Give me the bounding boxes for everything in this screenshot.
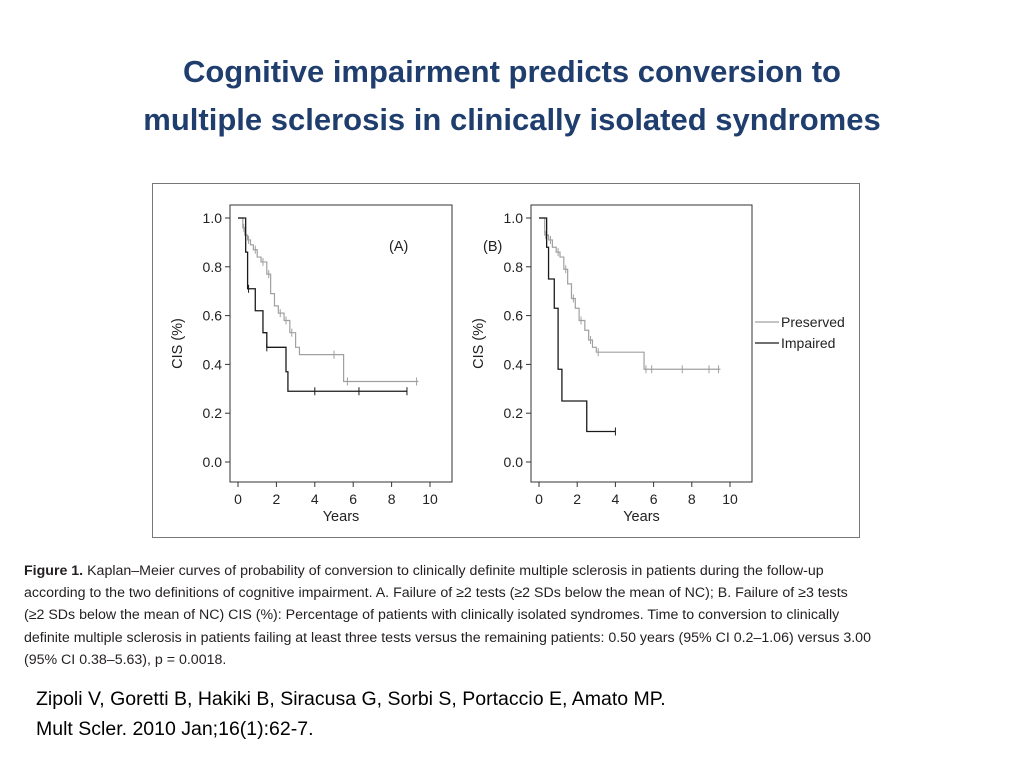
caption-label: Figure 1. <box>24 563 84 579</box>
citation-authors: Zipoli V, Goretti B, Hakiki B, Siracusa … <box>36 688 666 710</box>
legend-label-preserved: Preserved <box>781 314 845 330</box>
panel-a-y-tick-label: 0.0 <box>203 454 223 470</box>
panel-b-x-tick-label: 4 <box>612 491 620 507</box>
panel-a-x-tick-label: 8 <box>388 491 396 507</box>
panel-a-x-tick-label: 0 <box>234 491 242 507</box>
panel-b-x-tick-label: 6 <box>650 491 658 507</box>
panel-a-y-tick-label: 0.8 <box>203 259 223 275</box>
figure-frame: 0.0 0.2 0.4 0.6 0.8 1.0 0 2 4 6 8 10 Years CIS (%) (A)… <box>152 183 860 538</box>
panel-b-x-tick-label: 0 <box>535 491 543 507</box>
slide-title: Cognitive impairment predicts conversion… <box>0 48 1024 144</box>
panel-b-series-impaired-line <box>539 217 616 433</box>
panel-a-x-tick-label: 6 <box>349 491 357 507</box>
panel-a-series-impaired-line <box>238 217 407 392</box>
caption-line-3: (≥2 SDs below the mean of NC) CIS (%): P… <box>24 607 840 624</box>
panel-a-x-tick-label: 2 <box>273 491 281 507</box>
panel-b-y-tick-label: 0.0 <box>504 454 524 470</box>
panel-b-y-tick-label: 0.8 <box>504 259 524 275</box>
slide-title-line-1: Cognitive impairment predicts conversion… <box>182 54 841 89</box>
panel-a-y-tick-label: 0.6 <box>203 308 223 324</box>
caption-line-5: (95% CI 0.38–5.63), p = 0.0018. <box>24 651 227 668</box>
panel-b-y-axis-label: CIS (%) <box>471 318 487 369</box>
panel-b-x-axis-label: Years <box>623 509 660 525</box>
slide-title-line-2: multiple sclerosis in clinically isolate… <box>143 102 881 137</box>
kaplan-meier-figure: 0.0 0.2 0.4 0.6 0.8 1.0 0 2 4 6 8 10 Years CIS (%) (A)… <box>170 204 845 525</box>
panel-b-y-tick-label: 0.4 <box>504 356 524 372</box>
panel-b-label: (B) <box>483 239 502 255</box>
panel-b-y-tick-label: 0.2 <box>504 405 524 421</box>
panel-b-y-tick-label: 0.6 <box>504 308 524 324</box>
caption-line-4: definite multiple sclerosis in patients … <box>24 629 871 646</box>
panel-a-x-tick-label: 10 <box>422 491 438 507</box>
panel-a-y-tick-label: 0.2 <box>203 405 223 421</box>
panel-b-plot-frame <box>530 204 753 483</box>
panel-a-y-tick-label: 0.4 <box>203 356 223 372</box>
caption-line-1: Kaplan–Meier curves of probability of co… <box>87 563 824 579</box>
panel-b-series-preserved-line <box>539 217 721 370</box>
panel-a-x-axis-label: Years <box>323 509 360 525</box>
figure-caption: Figure 1. Kaplan–Meier curves of probabi… <box>24 560 992 671</box>
citation-journal: Mult Scler. 2010 Jan;16(1):62-7. <box>36 718 314 740</box>
panel-b-y-tick-label: 1.0 <box>504 210 524 226</box>
panel-a-plot-frame <box>229 204 453 483</box>
citation: Zipoli V, Goretti B, Hakiki B, Siracusa … <box>36 684 666 744</box>
panel-b-x-tick-label: 8 <box>688 491 696 507</box>
panel-a-label: (A) <box>389 239 408 255</box>
caption-line-2: according to the two definitions of cogn… <box>24 585 848 602</box>
panel-a-y-tick-label: 1.0 <box>203 210 223 226</box>
panel-a-y-axis-label: CIS (%) <box>170 318 186 369</box>
panel-b-x-tick-label: 2 <box>573 491 581 507</box>
panel-a-x-tick-label: 4 <box>311 491 319 507</box>
panel-b-x-tick-label: 10 <box>722 491 738 507</box>
legend-label-impaired: Impaired <box>781 335 835 351</box>
